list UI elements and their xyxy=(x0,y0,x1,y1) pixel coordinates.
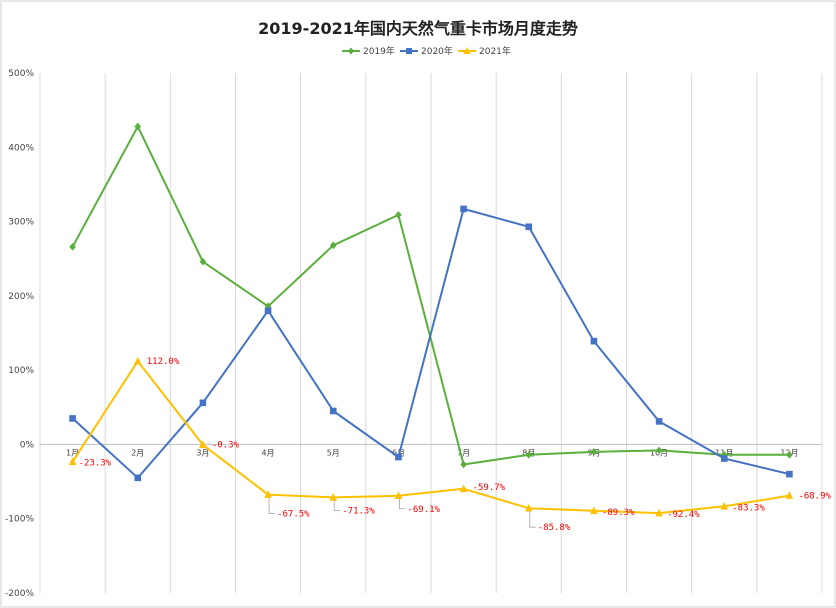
legend-marker xyxy=(463,47,471,54)
data-point xyxy=(590,337,598,345)
grid xyxy=(39,73,823,593)
x-tick-label: 7月 xyxy=(457,448,470,457)
x-tick-label: 1月 xyxy=(66,448,79,457)
x-tick-label: 3月 xyxy=(196,448,209,457)
data-label: -89.3% xyxy=(602,508,635,518)
legend-label: 2020年 xyxy=(421,45,453,57)
data-point xyxy=(655,418,663,425)
y-tick-label: -100% xyxy=(5,515,34,525)
series-2019年 xyxy=(69,122,793,469)
data-point xyxy=(264,307,272,315)
data-point xyxy=(69,243,76,251)
y-tick-label: 0% xyxy=(20,440,35,450)
chart-title: 2019-2021年国内天然气重卡市场月度走势 xyxy=(258,19,578,38)
y-tick-label: 400% xyxy=(8,143,34,153)
data-point xyxy=(590,506,598,515)
data-point xyxy=(69,415,76,422)
data-label-leader xyxy=(399,498,406,510)
data-point xyxy=(655,508,663,517)
y-tick-label: 300% xyxy=(8,218,34,228)
data-label-leader xyxy=(529,511,536,528)
data-label: -59.7% xyxy=(473,483,506,493)
y-tick-label: 500% xyxy=(8,69,34,79)
series-line xyxy=(71,125,790,466)
data-point xyxy=(720,502,729,510)
data-label: -71.3% xyxy=(342,506,375,516)
data-point xyxy=(133,356,142,365)
series-2021年 xyxy=(68,356,794,517)
data-point xyxy=(786,451,793,459)
x-tick-label: 2月 xyxy=(131,448,144,457)
data-label-leader xyxy=(268,497,276,514)
y-tick-label: -200% xyxy=(5,589,34,599)
y-tick-label: 200% xyxy=(8,292,34,302)
data-label: -0.3% xyxy=(212,441,240,451)
data-point xyxy=(68,457,77,466)
series-line xyxy=(71,360,790,515)
data-label: -68.9% xyxy=(798,492,831,502)
legend-label: 2021年 xyxy=(479,45,511,57)
data-point xyxy=(459,484,468,493)
data-label: -83.3% xyxy=(732,503,765,513)
data-point xyxy=(395,211,402,219)
x-tick-label: 6月 xyxy=(392,448,405,457)
x-tick-label: 5月 xyxy=(327,448,340,457)
y-tick-label: 100% xyxy=(8,366,34,376)
data-point xyxy=(134,474,142,482)
data-label: 112.0% xyxy=(147,357,180,367)
data-point xyxy=(525,223,533,231)
data-label: -85.8% xyxy=(538,523,571,533)
data-point xyxy=(720,455,728,462)
data-point xyxy=(199,257,207,266)
legend-marker xyxy=(348,47,354,55)
data-point xyxy=(329,407,337,415)
data-labels: -23.3% 112.0% -0.3% -67.5% -71.3% -69.1% -59.7… xyxy=(79,357,832,533)
data-point xyxy=(786,470,793,478)
data-label: -67.5% xyxy=(277,510,310,520)
data-point xyxy=(655,446,663,455)
series-layer xyxy=(68,122,794,517)
y-axis: 500% 400% 300% 200% 100% 0% -100% -200% xyxy=(5,69,34,599)
data-point xyxy=(590,448,598,456)
data-point xyxy=(720,451,728,459)
data-label: -23.3% xyxy=(79,459,112,469)
legend-label: 2019年 xyxy=(363,45,395,57)
data-point xyxy=(394,491,403,500)
data-label: -92.4% xyxy=(667,510,700,520)
data-point xyxy=(460,460,467,469)
data-label-leader xyxy=(333,500,341,511)
data-point xyxy=(395,453,402,461)
data-point xyxy=(199,399,207,407)
data-point xyxy=(134,122,142,131)
data-point xyxy=(264,490,272,498)
data-point xyxy=(525,451,533,459)
data-point xyxy=(329,241,337,250)
data-point xyxy=(329,493,338,501)
data-point xyxy=(199,440,207,448)
data-point xyxy=(524,503,533,512)
series-2020年 xyxy=(69,205,793,482)
series-line xyxy=(71,207,790,479)
legend-marker xyxy=(406,48,412,54)
data-label: -69.1% xyxy=(407,505,440,515)
data-point xyxy=(460,205,467,213)
data-point xyxy=(785,491,794,499)
x-tick-label: 4月 xyxy=(262,448,275,457)
legend: 2019年 2020年 2021年 xyxy=(342,45,511,57)
